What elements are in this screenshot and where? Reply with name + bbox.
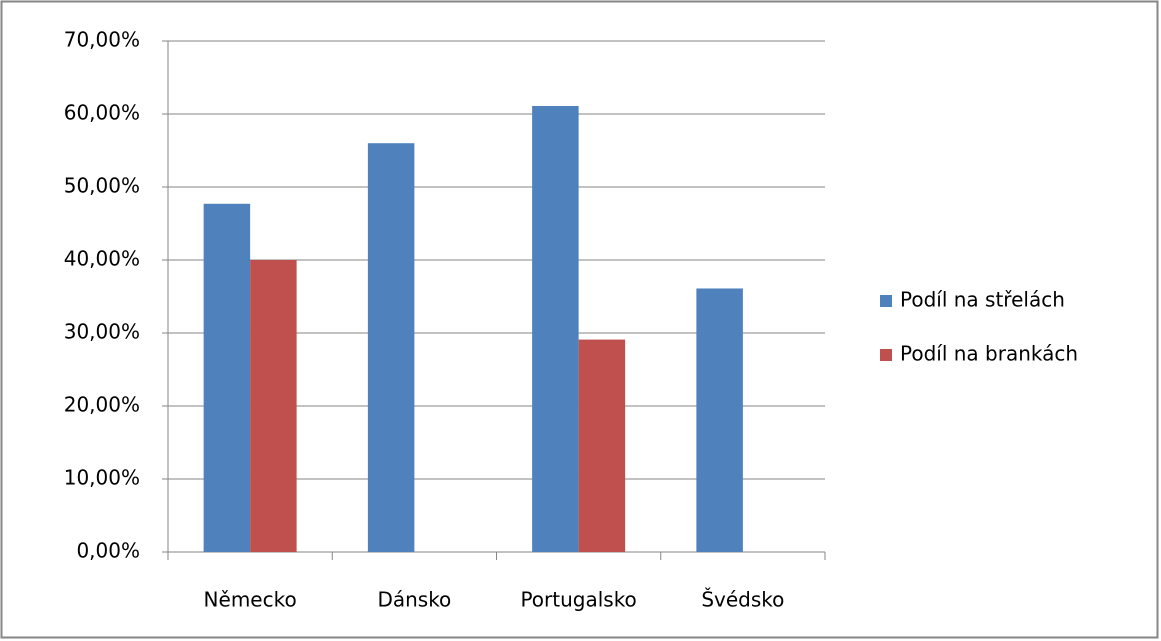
bar	[696, 288, 743, 552]
x-tick-label: Švédsko	[701, 588, 784, 612]
y-tick-label: 60,00%	[64, 101, 140, 125]
y-tick-label: 0,00%	[76, 539, 140, 563]
bar	[203, 203, 251, 553]
legend-label: Podíl na brankách	[900, 342, 1078, 366]
legend-swatch	[880, 295, 892, 307]
bar	[250, 260, 297, 552]
y-tick-label: 10,00%	[64, 466, 140, 490]
x-tick-label: Portugalsko	[520, 588, 636, 612]
legend-label: Podíl na střelách	[900, 288, 1065, 312]
x-tick-label: Dánsko	[377, 588, 451, 612]
bar	[367, 143, 415, 552]
y-tick-label: 50,00%	[64, 174, 140, 198]
y-tick-label: 70,00%	[64, 28, 140, 52]
bar	[532, 105, 579, 552]
y-tick-label: 40,00%	[64, 247, 140, 271]
x-tick-label: Německo	[204, 588, 297, 612]
y-tick-label: 20,00%	[64, 393, 140, 417]
bar	[578, 339, 626, 552]
legend-swatch	[880, 349, 892, 361]
y-tick-label: 30,00%	[64, 320, 140, 344]
